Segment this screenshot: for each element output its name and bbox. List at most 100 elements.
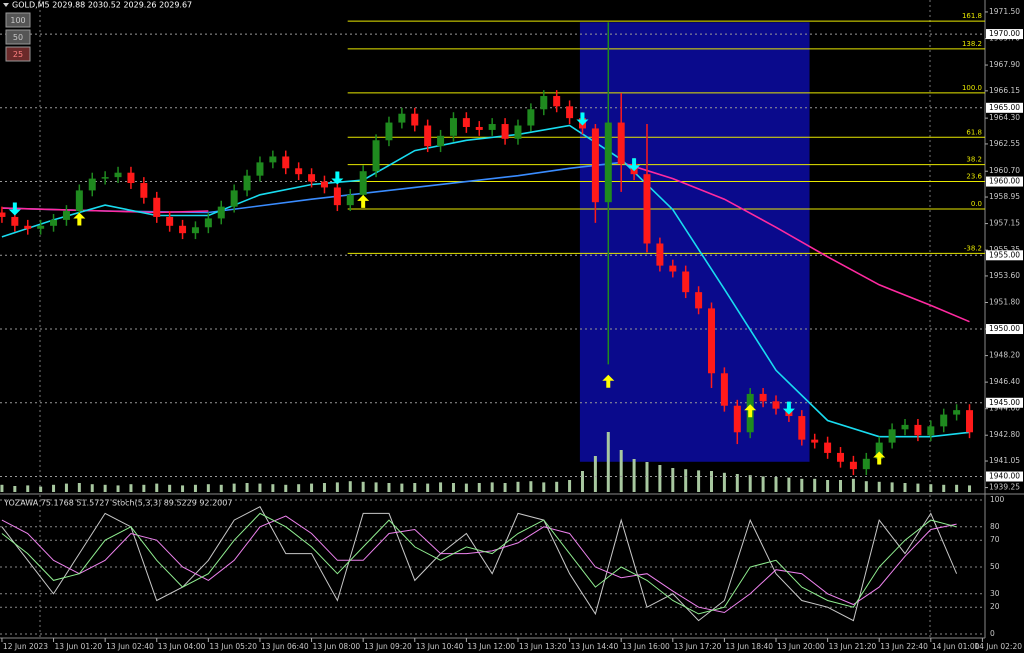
candle-body bbox=[166, 216, 174, 226]
y-tick-label: 1962.55 bbox=[989, 139, 1020, 148]
button[interactable] bbox=[5, 29, 31, 45]
candle-body bbox=[643, 174, 651, 244]
candle-body bbox=[243, 175, 251, 191]
volume-bar bbox=[90, 484, 94, 492]
x-tick-label: 13 Jun 22:40 bbox=[880, 642, 928, 651]
x-tick-label: 12 Jun 2023 bbox=[3, 642, 48, 651]
candle-body bbox=[217, 206, 225, 219]
candle-body bbox=[308, 174, 316, 182]
candle-body bbox=[798, 416, 806, 440]
candle-body bbox=[398, 113, 406, 123]
button-label[interactable]: 50 bbox=[13, 33, 23, 42]
candle-body bbox=[88, 178, 96, 191]
volume-bar bbox=[619, 450, 623, 492]
buy-arrow bbox=[357, 194, 370, 208]
level-label-box bbox=[986, 250, 1023, 261]
menu-triangle bbox=[3, 3, 9, 7]
candle-body bbox=[940, 414, 948, 427]
candle-body bbox=[927, 426, 935, 436]
y-tick-label: 80 bbox=[990, 522, 1000, 531]
candle-body bbox=[204, 218, 212, 228]
y-tick-label: 1951.80 bbox=[989, 297, 1020, 306]
candle-body bbox=[346, 194, 354, 206]
candle-body bbox=[875, 442, 883, 459]
candle-body bbox=[656, 243, 664, 266]
y-tick-label: 1953.60 bbox=[989, 271, 1020, 280]
x-tick-label: 13 Jun 02:40 bbox=[106, 642, 154, 651]
candle-body bbox=[966, 410, 974, 433]
candle-body bbox=[320, 181, 328, 188]
volume-bar bbox=[580, 471, 584, 492]
level-label-box bbox=[986, 324, 1023, 335]
volume-bar bbox=[555, 481, 559, 492]
volume-bar bbox=[903, 483, 907, 492]
candle-body bbox=[11, 216, 19, 226]
fib-label: -38.2 bbox=[964, 244, 982, 252]
sell-arrow bbox=[782, 401, 795, 415]
volume-bar bbox=[271, 484, 275, 492]
candle-body bbox=[24, 225, 32, 229]
volume-bar bbox=[400, 483, 404, 492]
candle-body bbox=[811, 439, 819, 443]
x-tick-label: 13 Jun 05:20 bbox=[209, 642, 257, 651]
y-tick-label: 1941.05 bbox=[989, 456, 1020, 465]
volume-bar bbox=[593, 456, 597, 492]
y-tick-label: 1957.15 bbox=[989, 219, 1020, 228]
volume-bar bbox=[774, 477, 778, 492]
level-label-box bbox=[986, 471, 1023, 482]
level-label: 1950.00 bbox=[989, 324, 1020, 333]
volume-bar bbox=[361, 481, 365, 492]
volume-bar bbox=[451, 483, 455, 492]
volume-bar bbox=[39, 486, 43, 492]
candle-body bbox=[824, 442, 832, 453]
volume-bar bbox=[181, 485, 185, 492]
volume-bar bbox=[245, 483, 249, 492]
candle-body bbox=[707, 308, 715, 374]
y-tick-label: 1944.60 bbox=[989, 404, 1020, 413]
volume-bar bbox=[193, 484, 197, 492]
button-label[interactable]: 25 bbox=[13, 50, 23, 59]
candle-body bbox=[37, 225, 45, 229]
candle-body bbox=[230, 190, 238, 207]
candle-body bbox=[527, 109, 535, 126]
volume-bar bbox=[348, 481, 352, 492]
volume-bar bbox=[503, 483, 507, 492]
candle-body bbox=[101, 177, 109, 179]
button[interactable] bbox=[5, 46, 31, 62]
x-tick-label: 13 Jun 04:00 bbox=[158, 642, 206, 651]
y-tick-label: 0 bbox=[990, 629, 995, 638]
candle-body bbox=[256, 162, 264, 176]
oscillator-line bbox=[1, 506, 958, 622]
plot-layer: 161.8 138.2 100.0 61.8 38.2 23.6 0.0 -38.2 1971.… bbox=[0, 7, 1023, 651]
candle-body bbox=[733, 405, 741, 433]
volume-bar bbox=[64, 483, 68, 492]
volume-bar bbox=[761, 476, 765, 492]
candle-body bbox=[449, 118, 457, 136]
volume-bar bbox=[890, 482, 894, 492]
volume-bar bbox=[851, 478, 855, 492]
volume-bar bbox=[129, 484, 133, 492]
button[interactable] bbox=[5, 12, 31, 28]
volume-bar bbox=[232, 483, 236, 492]
candle-body bbox=[333, 187, 341, 206]
volume-bar bbox=[464, 483, 468, 492]
x-tick-label: 13 Jun 14:40 bbox=[571, 642, 619, 651]
candle-body bbox=[604, 122, 612, 203]
volume-bar bbox=[684, 469, 688, 492]
volume-bar bbox=[632, 459, 636, 492]
level-label-box bbox=[986, 29, 1023, 40]
candle-body bbox=[372, 140, 380, 172]
button-label[interactable]: 100 bbox=[10, 16, 25, 25]
candle-body bbox=[514, 125, 522, 139]
volume-bar bbox=[103, 484, 107, 492]
level-label: 1955.00 bbox=[989, 250, 1020, 259]
y-tick-label: 100 bbox=[990, 495, 1005, 504]
volume-bar bbox=[297, 484, 301, 492]
oscillator-line bbox=[1, 515, 957, 614]
moving-average bbox=[1, 124, 970, 438]
candle-body bbox=[437, 135, 445, 147]
fib-label: 23.6 bbox=[966, 173, 982, 181]
candle-body bbox=[914, 424, 922, 436]
candle-body bbox=[462, 118, 470, 127]
candle-body bbox=[759, 393, 767, 402]
